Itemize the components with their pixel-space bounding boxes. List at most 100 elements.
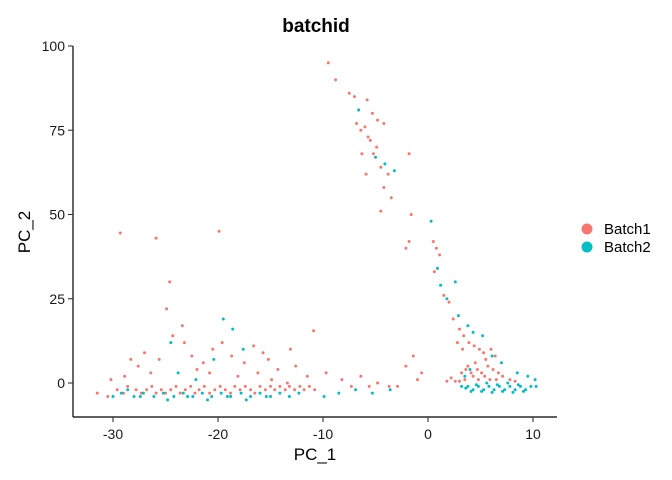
data-point — [438, 253, 442, 257]
data-point — [166, 398, 170, 402]
data-point — [258, 391, 262, 395]
points-layer — [95, 61, 538, 402]
data-point — [122, 391, 125, 395]
plot-area: -30 -20 -10 0 10 0 25 50 75 100 — [42, 38, 557, 442]
data-point — [359, 374, 363, 378]
data-point — [138, 395, 142, 398]
data-point — [229, 395, 233, 398]
data-point — [526, 374, 530, 378]
data-point — [464, 368, 468, 371]
data-point — [273, 388, 277, 392]
x-axis-ticks: -30 -20 -10 0 10 — [103, 417, 541, 442]
data-point — [469, 371, 473, 375]
data-point — [462, 334, 466, 338]
data-point — [243, 384, 247, 388]
data-point — [363, 125, 367, 129]
data-point — [180, 324, 184, 328]
data-point — [219, 391, 223, 395]
data-point — [508, 378, 512, 382]
data-point — [115, 388, 119, 392]
data-point — [298, 384, 302, 388]
data-point — [374, 155, 377, 159]
data-point — [305, 374, 309, 378]
data-point — [242, 361, 246, 365]
y-axis-title: PC_2 — [15, 211, 34, 254]
data-point — [285, 381, 289, 385]
data-point — [149, 371, 153, 375]
data-point — [270, 378, 274, 382]
legend-swatch-batch1 — [581, 223, 593, 235]
data-point — [223, 388, 227, 392]
data-point — [217, 229, 221, 233]
data-point — [476, 384, 480, 388]
data-point — [490, 390, 494, 394]
data-point — [464, 386, 468, 390]
data-point — [482, 351, 486, 355]
data-point — [249, 388, 253, 392]
data-point — [511, 390, 515, 394]
data-point — [513, 379, 517, 383]
data-point — [522, 389, 525, 393]
legend-label-batch1: Batch1 — [604, 221, 651, 238]
data-point — [136, 364, 140, 368]
data-point — [200, 391, 204, 395]
data-point — [392, 169, 396, 173]
y-tick-label: 75 — [49, 122, 65, 138]
data-point — [533, 378, 537, 382]
data-point — [168, 280, 172, 284]
data-point — [197, 388, 201, 392]
data-point — [389, 196, 393, 200]
data-point — [164, 391, 167, 395]
series-batch1 — [95, 61, 517, 398]
data-point — [249, 395, 253, 398]
data-point — [118, 231, 122, 235]
data-point — [322, 395, 326, 398]
y-tick-label: 25 — [49, 291, 65, 307]
data-point — [150, 384, 154, 388]
data-point — [483, 374, 487, 378]
data-point — [278, 391, 282, 395]
data-point — [463, 374, 467, 378]
x-tick-label: 0 — [424, 426, 432, 442]
data-point — [258, 384, 262, 388]
data-point — [239, 391, 243, 395]
data-point — [435, 266, 439, 270]
data-point — [376, 381, 380, 385]
data-point — [460, 384, 464, 388]
data-point — [458, 327, 461, 331]
data-point — [193, 391, 197, 395]
legend-label-batch2: Batch2 — [604, 239, 651, 256]
data-point — [154, 236, 158, 240]
data-point — [364, 172, 368, 176]
data-point — [481, 334, 485, 338]
data-point — [396, 384, 400, 388]
data-point — [213, 388, 217, 392]
data-point — [496, 371, 500, 375]
data-point — [225, 395, 229, 398]
data-point — [370, 111, 374, 115]
y-axis-ticks: 0 25 50 75 100 — [42, 38, 73, 391]
data-point — [472, 344, 476, 348]
data-point — [244, 398, 248, 402]
data-point — [442, 293, 446, 297]
data-point — [467, 341, 471, 345]
data-point — [490, 354, 494, 358]
x-tick-label: 10 — [525, 426, 541, 442]
data-point — [349, 384, 353, 388]
data-point — [238, 388, 242, 392]
data-point — [294, 364, 298, 368]
data-point — [236, 374, 240, 378]
data-point — [283, 388, 287, 392]
data-point — [474, 383, 478, 387]
data-point — [154, 391, 158, 395]
data-point — [503, 388, 507, 392]
data-point — [376, 118, 380, 122]
data-point — [241, 347, 245, 351]
data-point — [386, 172, 390, 176]
data-point — [367, 384, 371, 388]
data-point — [266, 357, 270, 361]
y-tick-label: 50 — [49, 207, 65, 223]
data-point — [494, 378, 498, 382]
data-point — [191, 395, 195, 398]
data-point — [182, 341, 186, 345]
